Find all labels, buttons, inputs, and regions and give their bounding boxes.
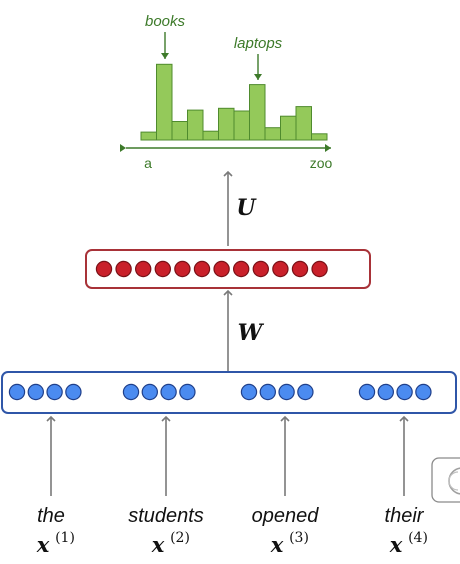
input-unit	[260, 384, 275, 399]
matrix-w-label: W	[238, 320, 265, 346]
input-unit	[28, 384, 43, 399]
input-unit	[416, 384, 431, 399]
histogram-bar	[234, 111, 250, 140]
input-unit	[123, 384, 138, 399]
histogram-bar	[188, 110, 204, 140]
hidden-unit	[116, 261, 131, 276]
hidden-unit	[155, 261, 170, 276]
label-laptops: laptops	[234, 35, 283, 52]
hidden-unit	[175, 261, 190, 276]
input-unit	[161, 384, 176, 399]
axis-start-label: a	[144, 155, 152, 171]
label-books: books	[145, 13, 186, 30]
histogram-bar	[157, 64, 173, 140]
hidden-unit	[96, 261, 111, 276]
input-unit	[180, 384, 195, 399]
hidden-unit	[234, 261, 249, 276]
input-unit	[298, 384, 313, 399]
histogram-bar	[219, 108, 235, 140]
word-label: their	[385, 505, 425, 527]
input-unit	[9, 384, 24, 399]
axis-end-label: zoo	[310, 155, 333, 171]
histogram-bar	[312, 134, 328, 140]
word-vector-index: (3)	[289, 530, 309, 546]
hidden-unit	[312, 261, 327, 276]
word-vector-symbol: x	[270, 532, 284, 557]
input-words: the x (1) students x (2) opened x (3) their x (4)	[36, 417, 428, 557]
word-label: opened	[252, 505, 320, 527]
hidden-unit	[292, 261, 307, 276]
output-distribution-histogram	[141, 64, 327, 140]
input-unit	[397, 384, 412, 399]
input-unit	[359, 384, 374, 399]
word-label: the	[37, 505, 65, 527]
histogram-bar	[141, 132, 157, 140]
input-unit	[47, 384, 62, 399]
histogram-bar	[265, 128, 281, 140]
hidden-unit	[214, 261, 229, 276]
input-unit	[241, 384, 256, 399]
corner-widget-icon	[432, 458, 460, 502]
word-vector-index: (1)	[55, 530, 75, 546]
hidden-unit	[273, 261, 288, 276]
input-unit	[279, 384, 294, 399]
word-vector-index: (4)	[408, 530, 428, 546]
matrix-u-label: U	[236, 195, 257, 221]
word-vector-symbol: x	[151, 532, 165, 557]
histogram-bar	[203, 131, 219, 140]
histogram-bar	[172, 122, 188, 141]
hidden-unit	[253, 261, 268, 276]
word-label: students	[128, 505, 204, 527]
hidden-unit	[194, 261, 209, 276]
word-vector-index: (2)	[170, 530, 190, 546]
input-unit	[66, 384, 81, 399]
word-vector-symbol: x	[389, 532, 403, 557]
input-unit	[378, 384, 393, 399]
histogram-bar	[281, 116, 297, 140]
hidden-unit	[136, 261, 151, 276]
input-unit	[142, 384, 157, 399]
word-vector-symbol: x	[36, 532, 50, 557]
histogram-bar	[250, 85, 266, 140]
histogram-bar	[296, 107, 312, 140]
